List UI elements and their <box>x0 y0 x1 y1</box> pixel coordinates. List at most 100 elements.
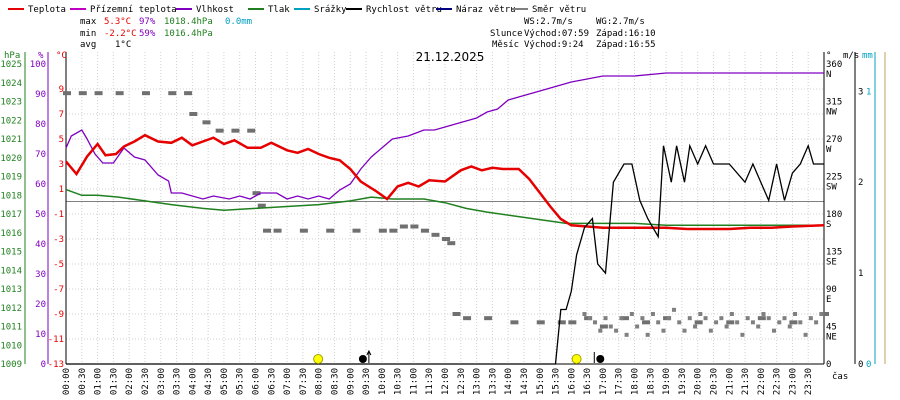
mm-tick-label: 1 <box>866 87 871 97</box>
wind-dir-point <box>677 320 682 325</box>
mm-axis-label: mm <box>862 51 873 61</box>
hpa-tick-label: 1017 <box>0 210 22 220</box>
wind-wg: WG:2.7m/s <box>596 17 645 27</box>
wind-dir-point <box>168 91 177 96</box>
wind-dir-point <box>510 320 519 325</box>
x-tick-label: 21:00 <box>725 368 735 395</box>
x-tick-label: 20:00 <box>694 368 704 395</box>
dir-name-label: SE <box>826 258 837 268</box>
wind-dir-point <box>184 91 193 96</box>
wind-dir-point <box>252 191 261 196</box>
dir-name-label: S <box>826 220 831 230</box>
x-tick-label: 04:00 <box>188 368 198 395</box>
wind-dir-point <box>189 112 198 116</box>
markers <box>313 349 605 364</box>
pct-axis-label: % <box>38 51 44 61</box>
hpa-tick-label: 1021 <box>0 135 22 145</box>
wind-dir-point <box>819 312 824 316</box>
x-tick-label: 07:30 <box>299 368 309 395</box>
x-tick-label: 12:30 <box>457 368 467 395</box>
x-tick-label: 07:00 <box>283 368 293 395</box>
hpa-tick-label: 1023 <box>0 98 22 108</box>
wind-dir-point <box>745 316 750 321</box>
wind-dir-point <box>798 320 803 325</box>
wind-dir-point <box>682 328 687 333</box>
dir-tick-label: 360 <box>826 60 842 70</box>
stat-max-hum: 97% <box>139 17 156 27</box>
x-tick-label: 23:00 <box>788 368 798 395</box>
wind-dir-point <box>724 324 729 329</box>
wind-dir-point <box>793 312 798 316</box>
hpa-tick-label: 1018 <box>0 191 22 201</box>
sun-icon <box>571 354 582 364</box>
x-tick-label: 20:30 <box>709 368 719 395</box>
temp-tick-label: 5 <box>59 135 64 145</box>
wind-dir-point <box>484 316 493 321</box>
legend-label: Rychlost větru <box>366 5 442 15</box>
x-tick-label: 22:00 <box>757 368 767 395</box>
sun-rise: Východ:07:59 <box>524 29 589 39</box>
temp-tick-label: -13 <box>48 360 64 370</box>
x-tick-label: 06:00 <box>252 368 262 395</box>
x-tick-label: 02:30 <box>141 368 151 395</box>
legend-label: Srážky <box>314 5 347 15</box>
hpa-tick-label: 1014 <box>0 266 22 276</box>
wind-dir-point <box>587 316 592 321</box>
wind-dir-point <box>593 320 598 325</box>
pressure-line <box>65 188 824 227</box>
wind-dir-point <box>389 228 398 233</box>
hpa-tick-label: 1025 <box>0 60 22 70</box>
wind-dir-point <box>821 312 829 316</box>
temp-axis-label: °C <box>56 51 67 61</box>
wind-dir-point <box>263 228 272 233</box>
wind-speed-line <box>66 143 824 365</box>
wind-dir-point <box>693 324 698 329</box>
wind-dir-point <box>719 316 724 321</box>
dir-tick-label: 315 <box>826 98 842 108</box>
axes: 00:00 00:30 01:00 01:30 02:00 02:30 03:00 03:30… <box>0 51 886 395</box>
stat-max-temp: 5.3°C <box>104 17 131 27</box>
x-tick-label: 02:00 <box>125 368 135 395</box>
x-tick-label: 16:30 <box>583 368 593 395</box>
temp-tick-label: 1 <box>59 185 64 195</box>
pct-tick-label: 80 <box>35 120 46 130</box>
x-tick-label: 13:30 <box>488 368 498 395</box>
hpa-tick-label: 1012 <box>0 304 22 314</box>
wind-dir-point <box>463 316 472 321</box>
pct-tick-label: 30 <box>35 270 46 280</box>
wind-dir-point <box>635 324 640 329</box>
x-tick-label: 05:30 <box>236 368 246 395</box>
temp-tick-label: -5 <box>53 260 64 270</box>
wind-dir-point <box>708 328 713 333</box>
x-tick-label: 14:00 <box>504 368 514 395</box>
stat-min-press: 1016.4hPa <box>164 29 213 39</box>
x-tick-label: 11:00 <box>409 368 419 395</box>
hpa-tick-label: 1010 <box>0 341 22 351</box>
wind-dir-point <box>714 320 719 325</box>
x-tick-label: 19:00 <box>662 368 672 395</box>
wind-dir-point <box>431 232 440 237</box>
dir-tick-label: 180 <box>826 210 842 220</box>
dir-name-label: E <box>826 295 831 305</box>
x-tick-label: 22:30 <box>773 368 783 395</box>
stat-avg-temp: 1°C <box>115 40 131 50</box>
wind-dir-point <box>410 224 419 229</box>
dir-tick-label: 225 <box>826 173 842 183</box>
wind-dir-point <box>603 316 608 321</box>
chart-title: 21.12.2025 <box>416 50 485 64</box>
dir-name-label: NW <box>826 108 837 118</box>
wind-dir-point <box>452 312 461 316</box>
temp-tick-label: -11 <box>48 335 64 345</box>
wind-dir-point <box>536 320 545 325</box>
wind-dir-point <box>582 312 587 316</box>
stat-max-label: max <box>80 17 97 27</box>
x-tick-label: 21:30 <box>741 368 751 395</box>
wind-dir-point <box>756 324 761 329</box>
wind-dir-point <box>115 91 124 96</box>
wind-dir-point <box>661 328 666 333</box>
x-tick-label: 16:00 <box>567 368 577 395</box>
wind-dir-point <box>735 320 740 325</box>
dir-name-label: W <box>826 145 832 155</box>
wind-dir-point <box>726 320 735 325</box>
